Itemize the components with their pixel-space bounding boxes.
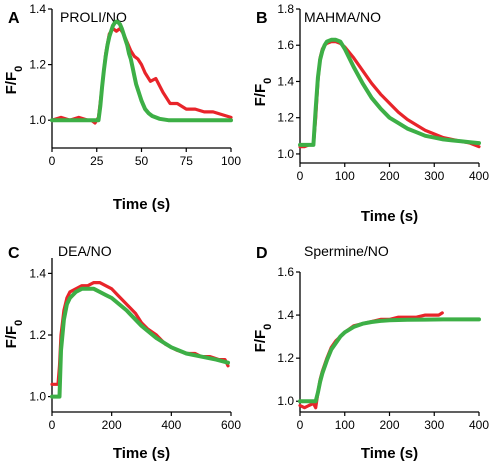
panel-c-xtick-label: 600 — [221, 418, 241, 432]
panel-d: D Spermine/NO 0 100 200 300 400 1.0 1.2 1.4 1.6 Tim… — [252, 243, 489, 462]
panel-c-data-line — [50, 281, 230, 386]
panel-c-xtick-label: 400 — [161, 418, 181, 432]
panel-b-ytick-label: 1.6 — [277, 38, 294, 52]
panel-a: A PROLI/NO 0 25 50 75 100 1.0 1.2 1.4 Time (s) F/F0 — [3, 2, 241, 213]
panel-d-title: Spermine/NO — [304, 243, 389, 259]
panel-d-xtick-label: 100 — [335, 418, 355, 432]
panel-b-data-line — [298, 39, 481, 149]
panel-b-xtick-label: 300 — [424, 169, 444, 183]
panel-d-xtick-label: 0 — [297, 418, 304, 432]
panel-d-ytick-label: 1.6 — [277, 265, 294, 279]
panel-b-xtick-label: 0 — [297, 169, 304, 183]
panel-b-xlabel: Time (s) — [361, 208, 418, 225]
panel-d-ylabel: F/F0 — [252, 324, 274, 353]
panel-d-xtick-label: 400 — [469, 418, 489, 432]
panel-d-xtick-label: 300 — [424, 418, 444, 432]
panel-d-xlabel: Time (s) — [361, 445, 418, 462]
panel-d-ytick-label: 1.4 — [277, 308, 294, 322]
panel-a-xlabel: Time (s) — [113, 196, 170, 213]
panel-a-ytick-label: 1.0 — [29, 113, 46, 127]
panel-d-fit-line — [298, 317, 481, 404]
panel-a-ylabel: F/F0 — [3, 66, 25, 95]
panel-b-ytick-label: 1.0 — [277, 147, 294, 161]
panel-a-xtick-label: 75 — [180, 154, 194, 168]
panel-c-ytick-label: 1.0 — [29, 390, 46, 404]
panel-a-xtick-label: 25 — [90, 154, 104, 168]
panel-b-xtick-label: 100 — [335, 169, 355, 183]
panel-b-title: MAHMA/NO — [304, 9, 381, 25]
panel-a-letter: A — [8, 10, 20, 27]
panel-c-ytick-label: 1.2 — [29, 328, 46, 342]
panel-c-letter: C — [8, 245, 20, 262]
panel-c: C DEA/NO 0 200 400 600 1.0 1.2 1.4 Time (s) F/F0 — [3, 243, 241, 462]
panel-b-letter: B — [256, 10, 268, 27]
panel-b-xtick-label: 400 — [469, 169, 489, 183]
panel-d-data-line — [298, 311, 444, 410]
panel-c-title: DEA/NO — [58, 243, 112, 259]
panel-a-ytick-label: 1.4 — [29, 2, 46, 16]
panel-c-ylabel: F/F0 — [3, 320, 25, 349]
panel-b-ytick-label: 1.4 — [277, 74, 294, 88]
panel-a-xtick-label: 100 — [221, 154, 241, 168]
panel-b-ylabel: F/F0 — [252, 78, 274, 107]
panel-d-ytick-label: 1.2 — [277, 351, 294, 365]
panel-c-xtick-label: 200 — [102, 418, 122, 432]
panel-a-ytick-label: 1.2 — [29, 58, 46, 72]
panel-b-xtick-label: 200 — [379, 169, 399, 183]
panel-a-data-line — [50, 26, 233, 125]
panel-d-letter: D — [256, 245, 268, 262]
panel-c-xlabel: Time (s) — [113, 445, 170, 462]
panel-a-title: PROLI/NO — [60, 9, 127, 25]
panel-c-xtick-label: 0 — [49, 418, 56, 432]
panel-b-ytick-label: 1.8 — [277, 2, 294, 16]
panel-a-xtick-label: 50 — [135, 154, 149, 168]
panel-a-fit-line — [50, 19, 233, 123]
panel-b: B MAHMA/NO 0 100 200 300 400 1.0 1.2 1.4 1.6 1.8 Tim… — [252, 2, 489, 225]
panel-a-xtick-label: 0 — [49, 154, 56, 168]
panel-b-ytick-label: 1.2 — [277, 111, 294, 125]
panel-b-fit-line — [298, 37, 481, 147]
panel-c-ytick-label: 1.4 — [29, 266, 46, 280]
panel-d-ytick-label: 1.0 — [277, 394, 294, 408]
panel-d-xtick-label: 200 — [379, 418, 399, 432]
panel-c-fit-line — [50, 286, 230, 399]
